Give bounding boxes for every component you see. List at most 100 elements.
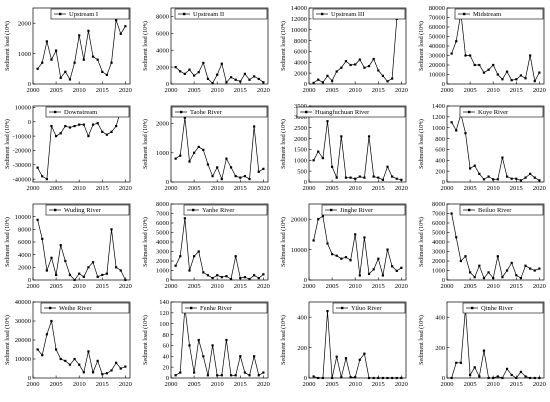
data-point: [335, 176, 338, 179]
data-point: [50, 58, 53, 61]
plot-frame: [170, 301, 269, 379]
legend-marker: [192, 208, 195, 212]
data-point: [188, 269, 191, 272]
series-line: [313, 215, 402, 276]
legend-label: Fenhe River: [200, 305, 233, 312]
data-point: [216, 374, 219, 377]
y-tick-label: 10000: [291, 247, 307, 254]
data-point: [59, 357, 62, 361]
y-tick-label: 2000: [156, 258, 169, 265]
data-point: [225, 338, 228, 342]
data-point: [519, 74, 523, 77]
x-tick-label: 2010: [349, 381, 362, 388]
y-axis-label: Sediment load (10⁴t): [142, 21, 149, 71]
data-point: [234, 255, 237, 258]
data-point: [78, 272, 81, 275]
y-tick-label: 120: [159, 310, 169, 317]
data-point: [73, 61, 76, 64]
x-tick-label: 2020: [395, 87, 408, 94]
data-point: [326, 310, 329, 313]
data-point: [354, 376, 357, 379]
data-point: [533, 269, 536, 272]
plot-frame: [32, 301, 131, 379]
y-axis-label: Sediment load (10⁴t): [4, 21, 11, 71]
series-line: [37, 20, 126, 81]
x-tick-label: 2005: [50, 381, 63, 388]
data-point: [54, 135, 58, 138]
data-point: [381, 376, 385, 380]
data-point: [473, 366, 476, 369]
data-point: [372, 268, 375, 271]
x-tick-label: 2015: [234, 185, 247, 192]
data-point: [197, 145, 200, 149]
x-tick-label: 2015: [372, 87, 385, 94]
data-point: [262, 167, 265, 170]
data-point: [197, 338, 200, 342]
y-tick-label: 0: [28, 81, 31, 88]
data-point: [225, 275, 228, 278]
x-tick-label: 2020: [257, 283, 270, 290]
y-tick-label: 8000: [432, 201, 445, 208]
data-point: [197, 71, 200, 74]
data-point: [115, 124, 118, 128]
data-point: [105, 133, 109, 136]
data-point: [492, 178, 495, 181]
legend-label: Yiluo River: [351, 305, 382, 312]
data-point: [183, 116, 186, 119]
data-point: [455, 40, 458, 43]
data-point: [234, 374, 237, 377]
series-line: [451, 112, 540, 181]
data-point: [395, 376, 398, 380]
y-tick-label: 200: [435, 168, 445, 175]
series-line: [175, 117, 264, 181]
data-point: [50, 124, 53, 128]
data-point: [538, 179, 541, 182]
legend-label: Weihe River: [59, 305, 92, 312]
data-point: [234, 175, 237, 178]
legend-marker: [321, 12, 324, 16]
y-tick-label: 6000: [432, 220, 445, 227]
legend-box: [183, 204, 268, 216]
y-tick-label: 500: [297, 168, 307, 175]
plot-frame: [446, 105, 545, 183]
subplot-5: -40000 -30000 -20000 -10000 0 10000 2000 2005 20…: [4, 105, 132, 192]
y-tick-label: 1000: [156, 150, 169, 157]
data-point: [119, 367, 122, 370]
y-tick-label: 3000: [156, 249, 169, 256]
y-tick-label: 800: [435, 136, 445, 143]
y-tick-label: 1000: [432, 125, 445, 132]
data-point: [317, 78, 320, 81]
legend: Qinhe River: [462, 302, 544, 314]
data-point: [188, 160, 191, 163]
data-point: [257, 277, 260, 280]
data-point: [354, 63, 357, 66]
legend-label: Kuye River: [478, 109, 509, 116]
x-tick-label: 2010: [73, 87, 86, 94]
data-point: [36, 348, 39, 351]
data-point: [377, 69, 380, 72]
data-point: [505, 70, 509, 73]
data-point: [96, 275, 99, 278]
data-point: [515, 376, 518, 380]
legend-box: [174, 8, 268, 20]
subplot-14: 0 20 40 60 80 100 120 140 2000 2005 2010 2015 2020 Se…: [142, 299, 270, 388]
data-point: [202, 61, 205, 64]
y-tick-label: -10000: [13, 133, 31, 140]
x-tick-label: 2020: [395, 185, 408, 192]
data-point: [317, 218, 320, 221]
plot-frame: [446, 301, 545, 379]
y-tick-label: 1000: [18, 51, 31, 58]
data-point: [248, 277, 251, 281]
data-point: [45, 40, 48, 43]
data-point: [211, 82, 214, 85]
data-point: [68, 273, 72, 277]
y-tick-label: 0: [442, 375, 445, 382]
y-tick-label: 10000: [429, 72, 445, 79]
data-point: [487, 68, 490, 71]
x-tick-label: 2000: [27, 87, 40, 94]
data-point: [68, 363, 72, 366]
data-point: [505, 367, 509, 370]
data-point: [317, 376, 320, 380]
legend-label: Upstream III: [331, 11, 364, 18]
data-point: [192, 371, 196, 374]
